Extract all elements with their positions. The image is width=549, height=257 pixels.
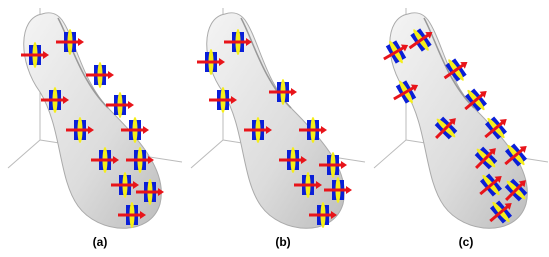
panel-label: (a) (93, 235, 108, 249)
figure-canvas: (a) (b) (c) (0, 0, 549, 257)
panel-label: (b) (275, 235, 290, 249)
insole-panel (374, 8, 548, 231)
figure: (a) (b) (c) (0, 0, 549, 257)
insole-panel (191, 8, 365, 228)
insole-panel (8, 8, 182, 228)
panel-label: (c) (459, 235, 474, 249)
panels (8, 8, 548, 231)
